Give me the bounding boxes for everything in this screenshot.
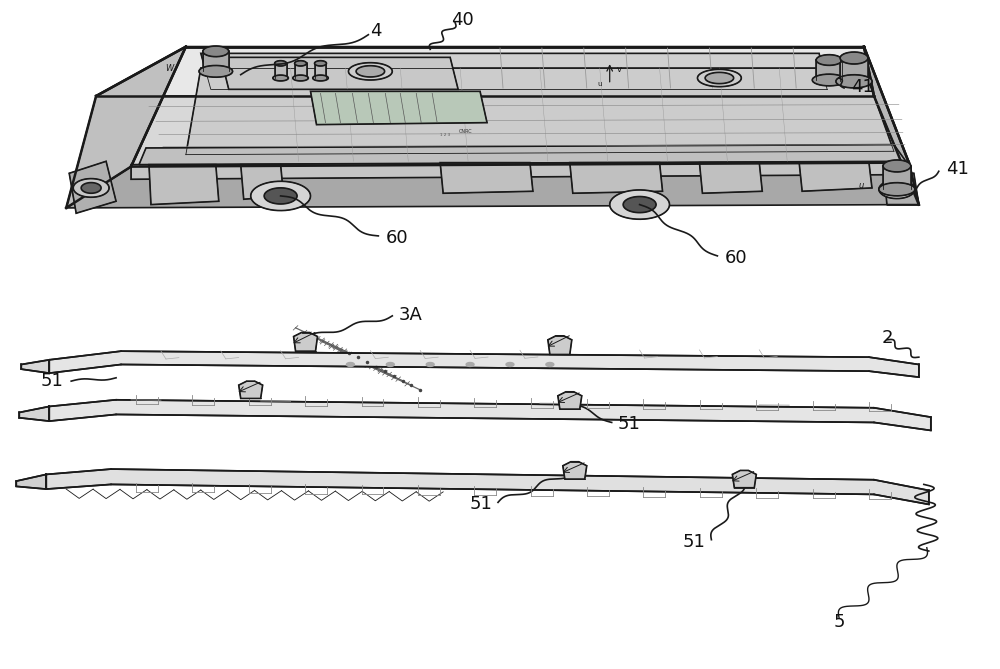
Text: 41: 41 (946, 161, 969, 178)
Polygon shape (883, 160, 911, 172)
Polygon shape (186, 68, 894, 155)
Text: 41: 41 (851, 78, 874, 96)
Polygon shape (311, 92, 487, 124)
Polygon shape (73, 179, 109, 197)
Text: 3A: 3A (398, 306, 422, 324)
Polygon shape (49, 400, 931, 430)
Text: u: u (859, 181, 864, 190)
Polygon shape (273, 75, 288, 81)
Polygon shape (313, 75, 328, 81)
Polygon shape (295, 61, 307, 66)
Text: 51: 51 (40, 372, 63, 390)
Polygon shape (732, 470, 756, 488)
Polygon shape (816, 55, 842, 66)
Polygon shape (203, 46, 229, 57)
Polygon shape (264, 188, 297, 204)
Polygon shape (548, 336, 572, 355)
Polygon shape (887, 184, 907, 195)
Polygon shape (799, 163, 872, 191)
Polygon shape (315, 64, 326, 78)
Polygon shape (546, 363, 554, 367)
Polygon shape (883, 166, 911, 189)
Polygon shape (66, 47, 186, 208)
Text: 4: 4 (370, 22, 381, 40)
Polygon shape (221, 58, 458, 90)
Polygon shape (21, 360, 49, 373)
Polygon shape (884, 171, 919, 205)
Text: 5: 5 (833, 613, 845, 632)
Polygon shape (558, 392, 582, 409)
Polygon shape (879, 180, 915, 199)
Polygon shape (812, 74, 846, 86)
Text: u: u (597, 81, 602, 87)
Polygon shape (239, 381, 263, 399)
Polygon shape (699, 163, 762, 193)
Polygon shape (49, 351, 919, 377)
Polygon shape (16, 474, 46, 489)
Polygon shape (836, 75, 872, 88)
Polygon shape (610, 190, 670, 219)
Polygon shape (506, 363, 514, 367)
Polygon shape (96, 47, 874, 96)
Polygon shape (131, 161, 909, 179)
Polygon shape (816, 60, 842, 80)
Polygon shape (466, 363, 474, 367)
Text: CNRC: CNRC (458, 129, 472, 134)
Polygon shape (203, 52, 229, 72)
Polygon shape (66, 163, 919, 208)
Polygon shape (348, 63, 392, 80)
Polygon shape (426, 363, 434, 367)
Polygon shape (315, 61, 326, 66)
Polygon shape (293, 75, 308, 81)
Polygon shape (879, 183, 915, 196)
Polygon shape (864, 47, 919, 205)
Polygon shape (139, 145, 906, 165)
Polygon shape (46, 469, 929, 504)
Polygon shape (386, 363, 394, 367)
Polygon shape (840, 52, 868, 64)
Text: 1 2 3: 1 2 3 (440, 132, 450, 136)
Polygon shape (131, 47, 909, 167)
Polygon shape (251, 181, 311, 211)
Polygon shape (570, 163, 663, 193)
Polygon shape (705, 72, 734, 84)
Text: 60: 60 (385, 229, 408, 247)
Text: 40: 40 (451, 11, 473, 29)
Polygon shape (623, 197, 656, 213)
Polygon shape (356, 66, 385, 77)
Text: v: v (617, 65, 622, 74)
Polygon shape (69, 161, 116, 213)
Polygon shape (295, 64, 307, 78)
Polygon shape (440, 163, 533, 193)
Polygon shape (840, 58, 868, 82)
Text: 51: 51 (683, 533, 705, 551)
Polygon shape (81, 183, 101, 193)
Polygon shape (275, 61, 287, 66)
Polygon shape (199, 66, 233, 77)
Text: 60: 60 (724, 249, 747, 267)
Text: 51: 51 (618, 415, 641, 433)
Text: W: W (165, 64, 173, 74)
Polygon shape (563, 462, 587, 479)
Text: 51: 51 (469, 495, 492, 513)
Polygon shape (201, 54, 827, 90)
Polygon shape (19, 407, 49, 421)
Polygon shape (241, 165, 284, 199)
Polygon shape (697, 70, 741, 87)
Polygon shape (294, 332, 318, 351)
Polygon shape (275, 64, 287, 78)
Polygon shape (149, 165, 219, 205)
Text: 2: 2 (881, 329, 893, 347)
Polygon shape (346, 363, 354, 367)
